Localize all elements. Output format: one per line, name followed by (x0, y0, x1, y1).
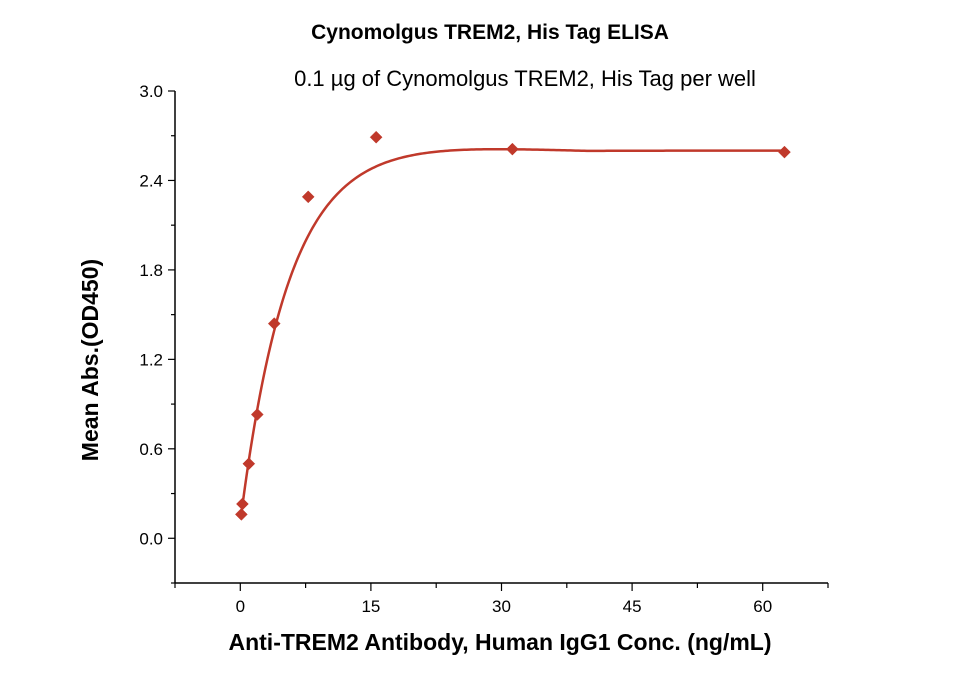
data-points (234, 130, 791, 521)
x-tick-label: 45 (623, 597, 642, 616)
y-tick-label: 2.4 (139, 171, 163, 190)
data-point (778, 145, 791, 159)
x-tick-label: 30 (492, 597, 511, 616)
x-axis-label: Anti-TREM2 Antibody, Human IgG1 Conc. (n… (228, 629, 771, 655)
fit-curve-layer (240, 147, 785, 514)
fit-curve (240, 147, 785, 514)
y-tick-label: 3.0 (139, 82, 163, 101)
data-point (267, 317, 281, 330)
data-point (301, 190, 315, 204)
data-point (506, 142, 519, 156)
y-tick-label: 1.8 (139, 261, 163, 280)
x-tick-label: 60 (753, 597, 772, 616)
y-tick-label: 0.0 (139, 529, 163, 548)
data-point (236, 497, 249, 511)
data-point (250, 408, 264, 421)
chart-subtitle: 0.1 µg of Cynomolgus TREM2, His Tag per … (294, 66, 756, 91)
data-point (369, 130, 383, 144)
y-tick-label: 0.6 (139, 440, 163, 459)
chart-title: Cynomolgus TREM2, His Tag ELISA (311, 21, 669, 44)
y-tick-label: 1.2 (139, 350, 163, 369)
ticks: 0.0 0.6 1.2 1.8 2.4 3.0 0 15 30 45 60 (139, 82, 829, 616)
data-point (242, 457, 256, 471)
data-point (234, 508, 248, 521)
x-tick-label: 0 (236, 597, 245, 616)
x-tick-label: 15 (361, 597, 380, 616)
y-axis-label: Mean Abs.(OD450) (77, 259, 103, 461)
